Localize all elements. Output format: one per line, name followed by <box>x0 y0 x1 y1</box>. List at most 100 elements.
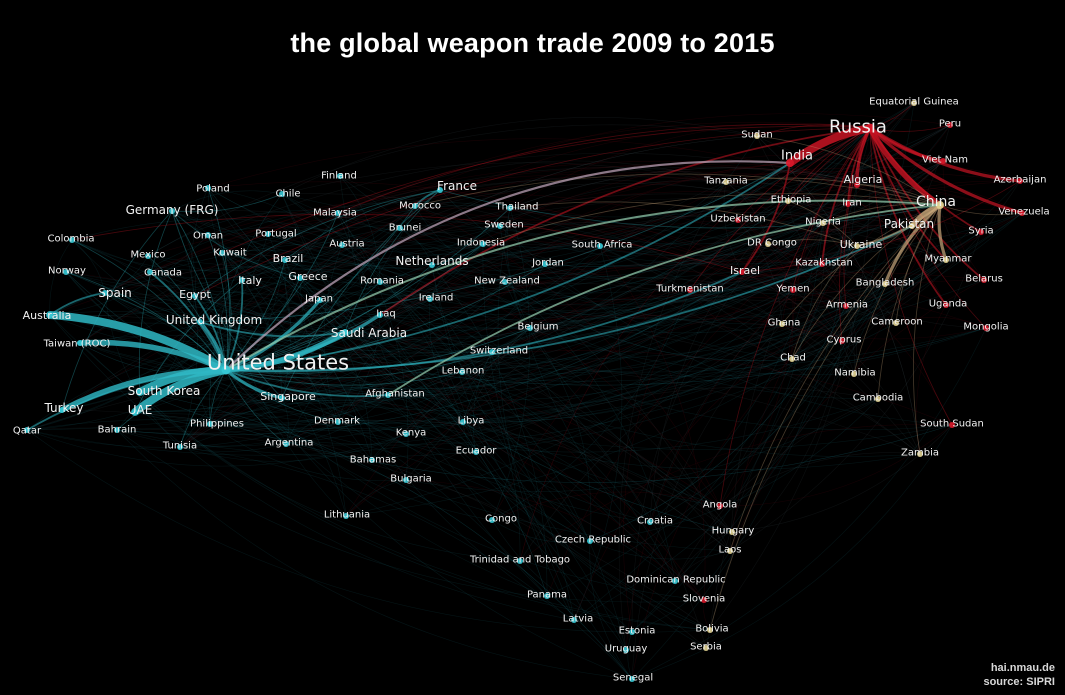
country-node[interactable] <box>339 242 345 248</box>
country-node[interactable] <box>754 133 760 139</box>
country-node[interactable] <box>820 220 826 226</box>
country-node[interactable] <box>47 312 53 318</box>
country-node[interactable] <box>851 371 857 377</box>
country-node[interactable] <box>59 407 65 413</box>
country-node[interactable] <box>403 431 409 437</box>
country-node[interactable] <box>623 647 629 653</box>
country-node[interactable] <box>177 444 183 450</box>
country-node[interactable] <box>779 321 785 327</box>
country-node[interactable] <box>221 365 231 375</box>
country-node[interactable] <box>397 225 403 231</box>
country-node[interactable] <box>385 392 391 398</box>
country-node[interactable] <box>854 182 860 188</box>
country-node[interactable] <box>786 159 794 167</box>
country-node[interactable] <box>502 279 508 285</box>
country-node[interactable] <box>205 185 211 191</box>
country-node[interactable] <box>137 389 143 395</box>
country-node[interactable] <box>343 513 349 519</box>
country-node[interactable] <box>629 629 635 635</box>
country-node[interactable] <box>839 338 845 344</box>
country-node[interactable] <box>412 203 418 209</box>
country-node[interactable] <box>283 441 289 447</box>
country-node[interactable] <box>369 457 375 463</box>
country-node[interactable] <box>723 179 729 185</box>
country-node[interactable] <box>297 275 303 281</box>
country-node[interactable] <box>239 277 245 283</box>
country-node[interactable] <box>102 290 108 296</box>
country-node[interactable] <box>735 217 741 223</box>
country-node[interactable] <box>427 296 433 302</box>
country-node[interactable] <box>739 269 745 275</box>
country-node[interactable] <box>480 241 486 247</box>
country-node[interactable] <box>377 279 383 285</box>
country-node[interactable] <box>981 277 987 283</box>
country-node[interactable] <box>169 208 175 214</box>
country-node[interactable] <box>265 231 271 237</box>
country-node[interactable] <box>279 395 285 401</box>
country-node[interactable] <box>940 158 946 164</box>
country-node[interactable] <box>729 529 735 535</box>
country-node[interactable] <box>789 356 795 362</box>
country-node[interactable] <box>342 329 348 335</box>
country-node[interactable] <box>335 419 341 425</box>
country-node[interactable] <box>701 597 707 603</box>
country-node[interactable] <box>647 519 653 525</box>
country-node[interactable] <box>542 261 548 267</box>
country-node[interactable] <box>865 123 875 133</box>
country-node[interactable] <box>147 269 153 275</box>
country-node[interactable] <box>983 325 989 331</box>
country-node[interactable] <box>687 287 693 293</box>
country-node[interactable] <box>707 627 713 633</box>
country-node[interactable] <box>459 369 465 375</box>
country-node[interactable] <box>145 253 151 259</box>
country-node[interactable] <box>403 477 409 483</box>
country-node[interactable] <box>377 312 383 318</box>
country-node[interactable] <box>943 257 949 263</box>
country-node[interactable] <box>947 122 953 128</box>
country-node[interactable] <box>943 302 949 308</box>
country-node[interactable] <box>69 237 75 243</box>
country-node[interactable] <box>132 409 138 415</box>
country-node[interactable] <box>282 257 288 263</box>
country-node[interactable] <box>629 676 635 682</box>
country-node[interactable] <box>335 210 341 216</box>
country-node[interactable] <box>219 250 225 256</box>
country-node[interactable] <box>317 297 323 303</box>
country-node[interactable] <box>460 419 466 425</box>
country-node[interactable] <box>279 191 285 197</box>
country-node[interactable] <box>936 201 944 209</box>
country-node[interactable] <box>337 173 343 179</box>
country-node[interactable] <box>587 538 593 544</box>
country-node[interactable] <box>192 293 198 299</box>
country-node[interactable] <box>717 503 723 509</box>
country-node[interactable] <box>437 187 443 193</box>
country-node[interactable] <box>429 262 435 268</box>
country-node[interactable] <box>917 451 923 457</box>
country-node[interactable] <box>727 548 733 554</box>
country-node[interactable] <box>205 232 211 238</box>
country-node[interactable] <box>489 517 495 523</box>
country-node[interactable] <box>544 593 550 599</box>
country-node[interactable] <box>854 243 860 249</box>
country-node[interactable] <box>875 396 881 402</box>
country-node[interactable] <box>819 261 825 267</box>
country-node[interactable] <box>497 223 503 229</box>
country-node[interactable] <box>909 223 915 229</box>
country-node[interactable] <box>77 340 83 346</box>
country-node[interactable] <box>24 427 30 433</box>
country-node[interactable] <box>473 449 479 455</box>
country-node[interactable] <box>785 198 791 204</box>
country-node[interactable] <box>893 320 899 326</box>
country-node[interactable] <box>978 229 984 235</box>
country-node[interactable] <box>507 205 513 211</box>
country-node[interactable] <box>517 558 523 564</box>
country-node[interactable] <box>845 201 851 207</box>
country-node[interactable] <box>703 645 709 651</box>
country-node[interactable] <box>114 427 120 433</box>
country-node[interactable] <box>197 319 203 325</box>
country-node[interactable] <box>207 421 213 427</box>
country-node[interactable] <box>911 100 917 106</box>
country-node[interactable] <box>63 269 69 275</box>
country-node[interactable] <box>949 422 955 428</box>
country-node[interactable] <box>672 578 678 584</box>
